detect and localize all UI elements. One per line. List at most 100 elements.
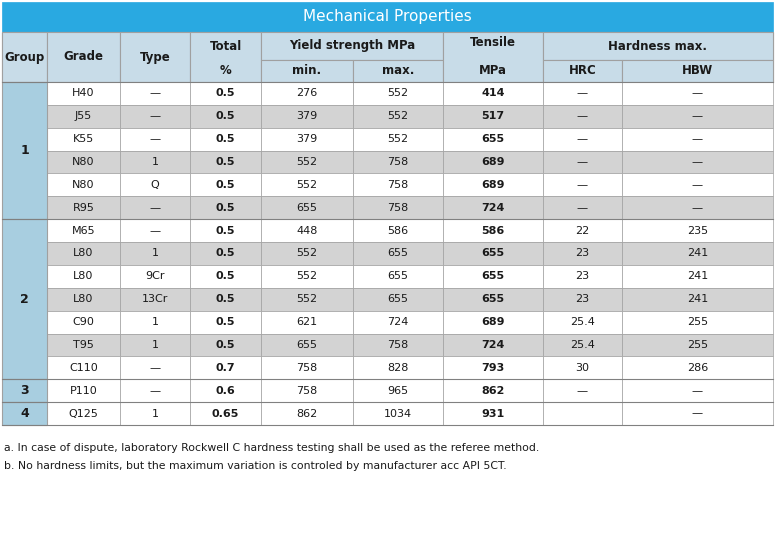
Bar [622, 242, 773, 265]
Bar [47, 105, 120, 128]
Bar [120, 311, 190, 334]
Bar [443, 357, 543, 379]
Bar [261, 82, 353, 105]
Text: —: — [150, 134, 160, 144]
Text: Hardness max.: Hardness max. [608, 40, 708, 53]
Text: N80: N80 [72, 180, 95, 190]
Text: —: — [577, 386, 588, 396]
Bar [622, 60, 773, 82]
Bar [353, 334, 443, 357]
Text: 586: 586 [388, 226, 408, 236]
Bar [261, 334, 353, 357]
Text: 862: 862 [481, 386, 505, 396]
Text: 758: 758 [388, 203, 408, 213]
Bar [543, 242, 622, 265]
Bar [443, 288, 543, 311]
Text: 1: 1 [151, 157, 159, 167]
Bar [543, 311, 622, 334]
Bar [261, 265, 353, 288]
Bar [353, 265, 443, 288]
Bar [443, 402, 543, 425]
Text: Q: Q [150, 180, 160, 190]
Bar [622, 311, 773, 334]
Text: —: — [692, 111, 703, 121]
Text: 0.7: 0.7 [215, 363, 236, 373]
Bar [2, 379, 47, 402]
Text: 655: 655 [388, 294, 408, 304]
Text: 724: 724 [481, 203, 505, 213]
Text: 655: 655 [481, 271, 505, 281]
Text: 724: 724 [481, 340, 505, 350]
Bar [190, 242, 261, 265]
Bar [261, 32, 443, 60]
Text: T95: T95 [73, 340, 94, 350]
Text: 414: 414 [481, 88, 505, 98]
Bar [190, 311, 261, 334]
Bar [190, 196, 261, 219]
Bar [261, 60, 353, 82]
Text: 758: 758 [388, 340, 408, 350]
Text: 379: 379 [296, 111, 318, 121]
Text: —: — [692, 203, 703, 213]
Bar [443, 242, 543, 265]
Bar [543, 219, 622, 242]
Bar [353, 242, 443, 265]
Text: 0.5: 0.5 [215, 111, 236, 121]
Bar [47, 242, 120, 265]
Bar [353, 150, 443, 173]
Bar [2, 32, 773, 82]
Bar [443, 334, 543, 357]
Text: 22: 22 [575, 226, 590, 236]
Text: 621: 621 [296, 317, 318, 327]
Bar [190, 150, 261, 173]
Text: 255: 255 [687, 317, 708, 327]
Text: Mechanical Properties: Mechanical Properties [303, 10, 472, 25]
Text: K55: K55 [73, 134, 94, 144]
Bar [622, 288, 773, 311]
Text: —: — [692, 409, 703, 419]
Bar [443, 173, 543, 196]
Bar [2, 402, 47, 425]
Bar [120, 32, 190, 82]
Text: 9Cr: 9Cr [145, 271, 165, 281]
Text: —: — [692, 134, 703, 144]
Text: 379: 379 [296, 134, 318, 144]
Bar [47, 128, 120, 150]
Text: 862: 862 [296, 409, 318, 419]
Text: 286: 286 [687, 363, 708, 373]
Text: Type: Type [140, 50, 170, 64]
Text: 23: 23 [575, 249, 590, 258]
Text: —: — [577, 88, 588, 98]
Text: 1: 1 [151, 317, 159, 327]
Bar [47, 196, 120, 219]
Text: 586: 586 [481, 226, 505, 236]
Bar [190, 288, 261, 311]
Text: 235: 235 [687, 226, 708, 236]
Bar [622, 196, 773, 219]
Bar [120, 82, 190, 105]
Bar [443, 82, 543, 105]
Bar [261, 105, 353, 128]
Bar [353, 105, 443, 128]
Bar [261, 173, 353, 196]
Bar [622, 150, 773, 173]
Text: P110: P110 [70, 386, 98, 396]
Bar [353, 128, 443, 150]
Text: 25.4: 25.4 [570, 317, 595, 327]
Text: a. In case of dispute, laboratory Rockwell C hardness testing shall be used as t: a. In case of dispute, laboratory Rockwe… [4, 443, 539, 453]
Text: —: — [577, 111, 588, 121]
Text: —: — [577, 203, 588, 213]
Text: 758: 758 [296, 363, 318, 373]
Bar [190, 173, 261, 196]
Bar [190, 402, 261, 425]
Text: 23: 23 [575, 271, 590, 281]
Bar [190, 379, 261, 402]
Bar [120, 265, 190, 288]
Bar [443, 311, 543, 334]
Text: 655: 655 [297, 340, 318, 350]
Text: 276: 276 [296, 88, 318, 98]
Text: 517: 517 [481, 111, 505, 121]
Bar [543, 150, 622, 173]
Text: 552: 552 [296, 180, 318, 190]
Text: Grade: Grade [64, 50, 104, 64]
